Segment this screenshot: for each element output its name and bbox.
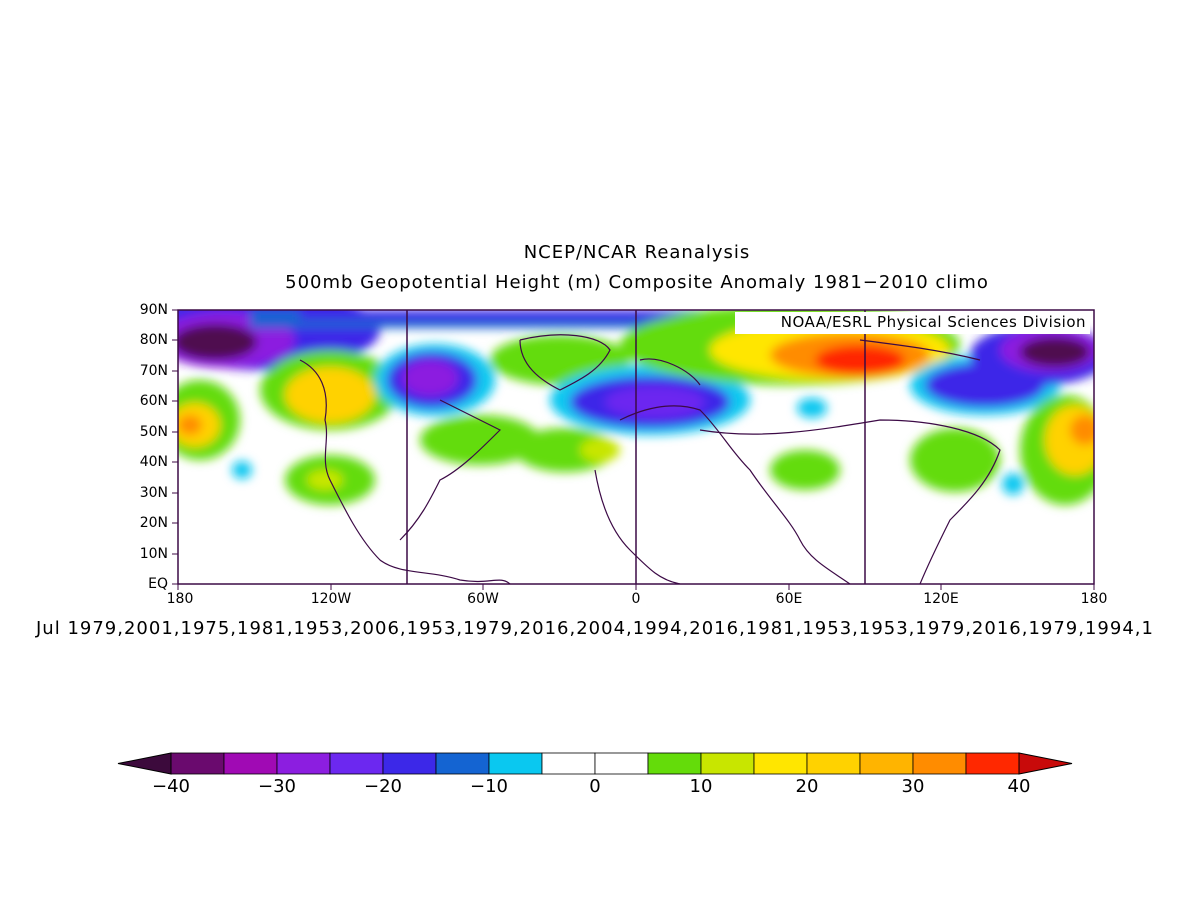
- composite-dates: Jul 1979,2001,1975,1981,1953,2006,1953,1…: [36, 618, 1154, 639]
- colorbar-label: −40: [152, 776, 190, 797]
- colorbar-swatch: [170, 752, 225, 775]
- y-label: 50N: [139, 424, 168, 440]
- x-label: 180: [166, 591, 194, 607]
- credit-label: NOAA/ESRL Physical Sciences Division: [735, 312, 1090, 334]
- y-label: 60N: [139, 393, 168, 409]
- y-label: 10N: [139, 546, 168, 562]
- colorbar-swatch: [647, 752, 702, 775]
- x-label: 120E: [923, 591, 959, 607]
- y-label: 30N: [139, 485, 168, 501]
- title-line-2: 500mb Geopotential Height (m) Composite …: [285, 272, 989, 293]
- colorbar-swatch: [541, 752, 596, 775]
- colorbar-swatch: [806, 752, 861, 775]
- x-label: 60W: [467, 591, 499, 607]
- x-label: 180: [1080, 591, 1108, 607]
- colorbar-swatch: [700, 752, 755, 775]
- colorbar-swatch: [435, 752, 490, 775]
- colorbar-label: 30: [901, 776, 925, 797]
- colorbar-swatch: [912, 752, 967, 775]
- colorbar-swatch: [329, 752, 384, 775]
- colorbar-low-arrow: [117, 752, 172, 775]
- colorbar-swatch: [276, 752, 331, 775]
- anomaly-field: [178, 310, 1094, 584]
- colorbar-swatch: [965, 752, 1020, 775]
- y-label: 40N: [139, 454, 168, 470]
- y-label: 80N: [139, 332, 168, 348]
- colorbar-swatch: [753, 752, 808, 775]
- colorbar-label: 40: [1007, 776, 1031, 797]
- y-label: 70N: [139, 363, 168, 379]
- colorbar: [117, 752, 1073, 775]
- y-label: EQ: [148, 576, 168, 592]
- y-label: 20N: [139, 515, 168, 531]
- colorbar-label: 0: [589, 776, 601, 797]
- colorbar-swatch: [223, 752, 278, 775]
- colorbar-swatch: [594, 752, 649, 775]
- colorbar-label: 10: [689, 776, 713, 797]
- colorbar-swatch: [859, 752, 914, 775]
- coastlines: [299, 334, 1001, 584]
- colorbar-label: 20: [795, 776, 819, 797]
- colorbar-swatch: [382, 752, 437, 775]
- x-label: 60E: [775, 591, 803, 607]
- colorbar-label: −20: [364, 776, 402, 797]
- y-label: 90N: [139, 302, 168, 318]
- colorbar-high-arrow: [1018, 752, 1073, 775]
- x-label: 0: [631, 591, 641, 607]
- colorbar-label: −10: [470, 776, 508, 797]
- x-label: 120W: [310, 591, 352, 607]
- colorbar-label: −30: [258, 776, 296, 797]
- colorbar-swatch: [488, 752, 543, 775]
- title-line-1: NCEP/NCAR Reanalysis: [523, 242, 751, 263]
